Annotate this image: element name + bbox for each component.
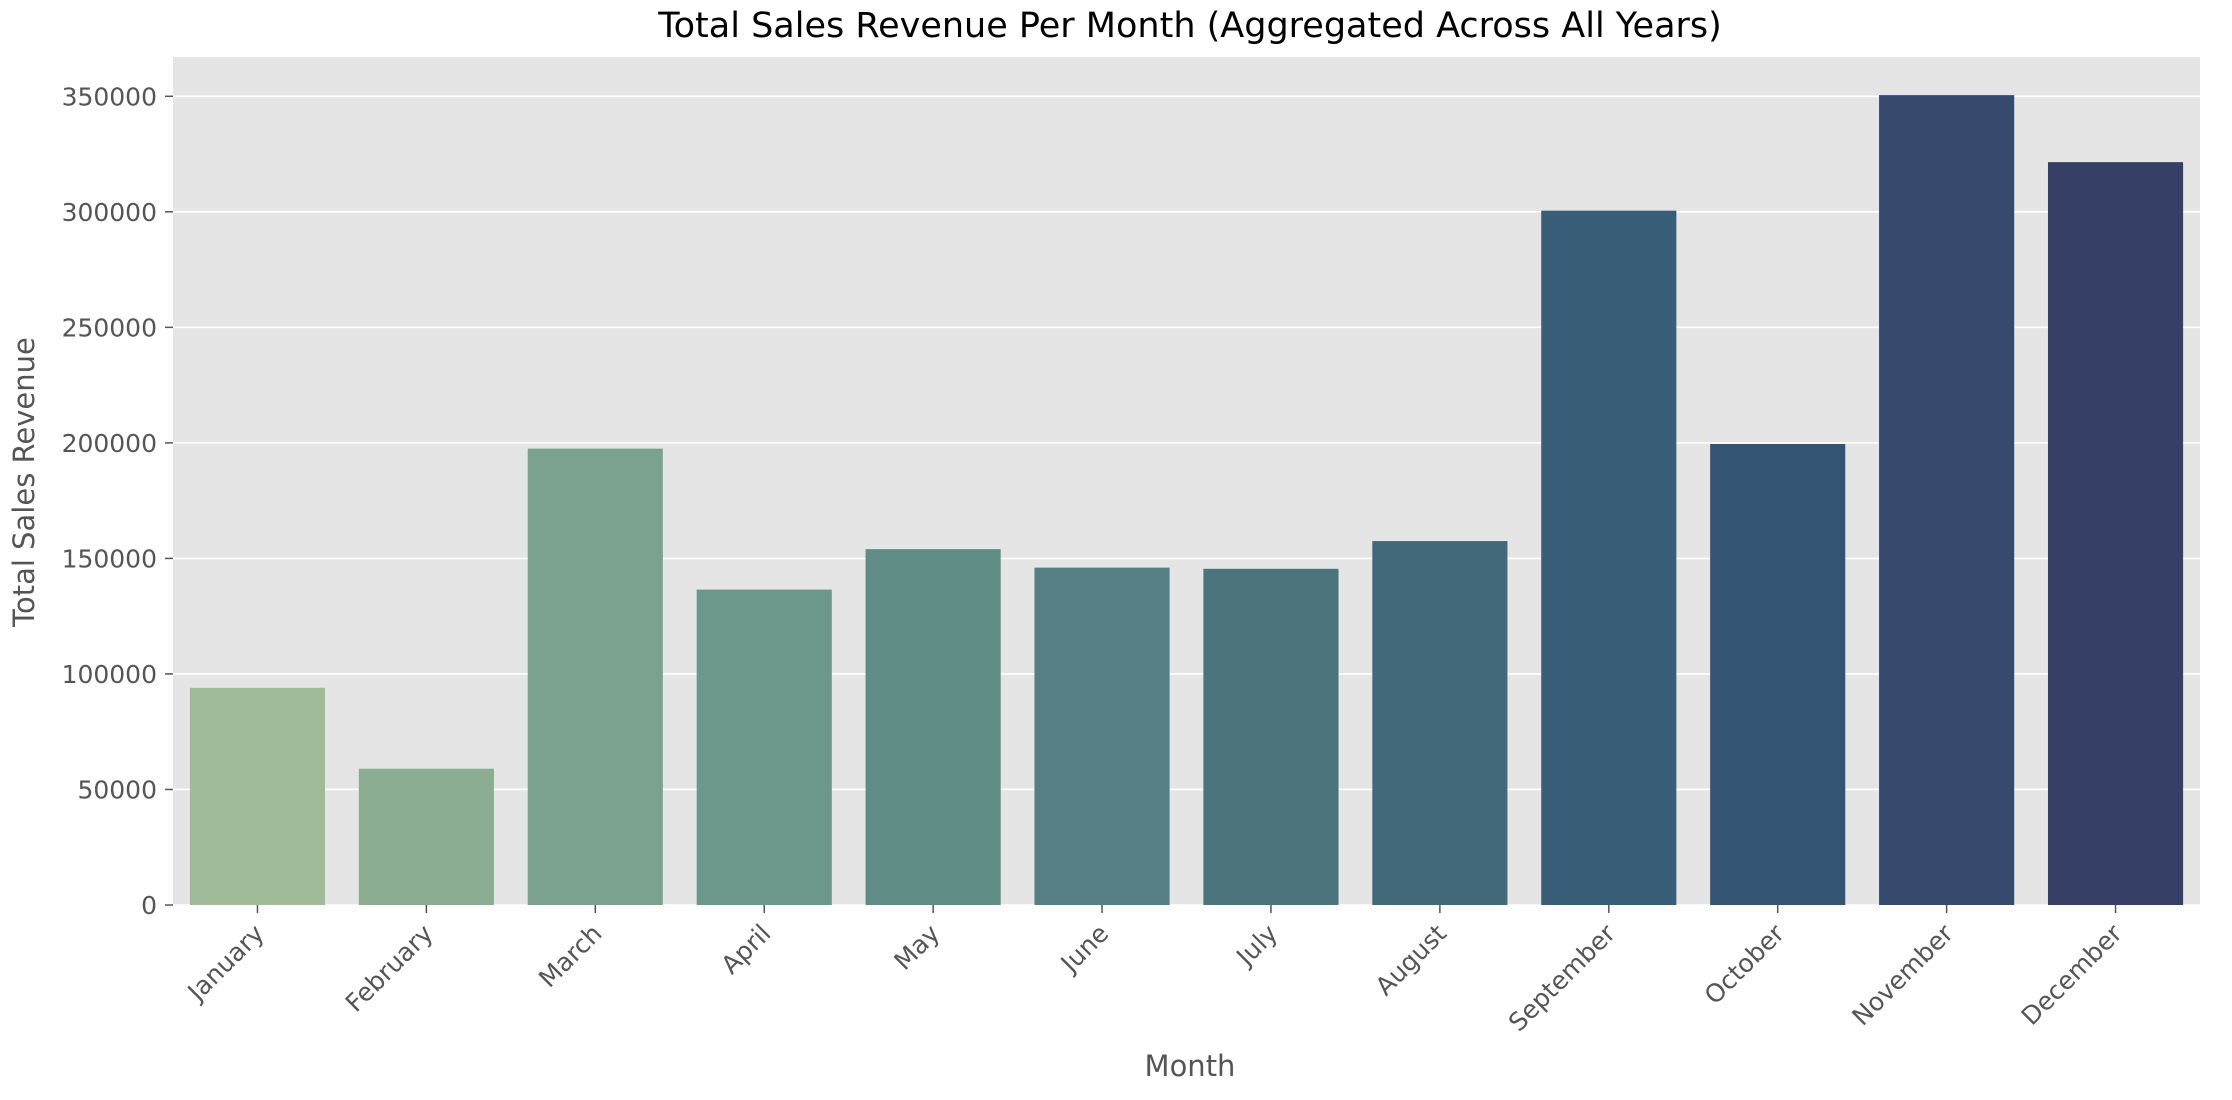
y-tick-label: 0 <box>141 891 157 920</box>
bar-october <box>1710 444 1846 905</box>
x-tick-label: May <box>888 919 945 976</box>
bar-july <box>1203 568 1339 905</box>
y-tick-label: 150000 <box>62 544 157 573</box>
bar-february <box>358 768 494 905</box>
y-tick-label: 200000 <box>62 429 157 458</box>
x-tick-label: July <box>1229 919 1283 973</box>
x-axis-ticks: January February March April May June July Augu… <box>181 905 2129 1037</box>
plot-background <box>173 57 2200 905</box>
bar-august <box>1372 541 1508 905</box>
x-tick-label: February <box>340 919 439 1018</box>
bar-march <box>527 448 663 905</box>
y-axis-ticks: 0 50000 100000 150000 200000 250000 300000 3500… <box>62 82 173 920</box>
x-tick-label: October <box>1699 918 1791 1010</box>
x-tick-label: August <box>1370 919 1453 1002</box>
y-axis-label: Total Sales Revenue <box>7 337 41 628</box>
x-tick-label: April <box>716 919 777 980</box>
y-tick-label: 50000 <box>77 775 157 804</box>
x-tick-label: September <box>1503 918 1622 1037</box>
gridlines <box>173 95 2200 906</box>
x-tick-label: December <box>2016 918 2129 1031</box>
x-tick-label: June <box>1054 919 1114 979</box>
bar-may <box>865 549 1001 905</box>
bar-june <box>1034 567 1170 905</box>
x-axis-label: Month <box>1145 1049 1236 1083</box>
bars <box>189 95 2184 905</box>
bar-april <box>696 589 832 905</box>
bar-november <box>1879 95 2015 905</box>
x-tick-label: March <box>533 919 607 993</box>
bar-december <box>2047 162 2184 905</box>
bar-september <box>1541 210 1677 905</box>
y-tick-label: 250000 <box>62 313 157 342</box>
chart-title: Total Sales Revenue Per Month (Aggregate… <box>657 6 1722 46</box>
y-tick-label: 350000 <box>62 82 157 111</box>
y-tick-label: 100000 <box>62 660 157 689</box>
bar-january <box>189 687 326 905</box>
x-tick-label: November <box>1846 918 1959 1031</box>
x-tick-label: January <box>181 919 270 1008</box>
y-tick-label: 300000 <box>62 198 157 227</box>
